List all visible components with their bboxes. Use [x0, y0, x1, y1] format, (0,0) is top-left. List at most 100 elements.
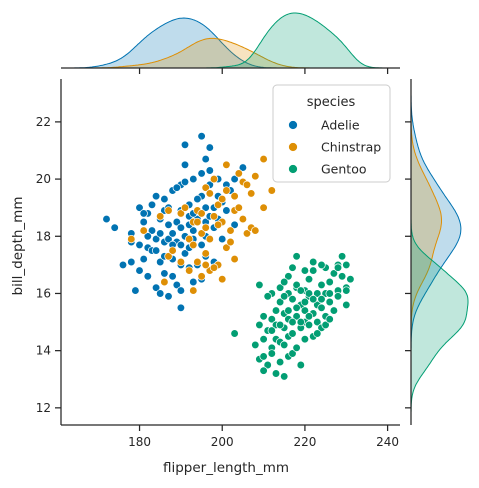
- point-gentoo: [313, 329, 322, 338]
- point-adelie: [197, 169, 206, 178]
- point-adelie: [139, 209, 148, 218]
- legend-marker-gentoo: [288, 164, 298, 174]
- point-gentoo: [292, 280, 301, 290]
- point-chinstrap: [247, 189, 256, 198]
- point-gentoo: [288, 295, 297, 304]
- point-chinstrap: [189, 286, 198, 295]
- point-gentoo: [300, 335, 310, 344]
- point-chinstrap: [226, 226, 235, 235]
- point-chinstrap: [201, 223, 210, 232]
- point-gentoo: [288, 317, 297, 327]
- point-adelie: [156, 229, 165, 238]
- legend-marker-chinstrap: [288, 142, 298, 152]
- point-chinstrap: [259, 203, 268, 212]
- point-adelie: [143, 232, 152, 241]
- point-chinstrap: [176, 209, 186, 218]
- point-adelie: [110, 223, 119, 232]
- point-chinstrap: [180, 203, 190, 212]
- legend-label-adelie: Adelie: [321, 118, 360, 133]
- point-chinstrap: [201, 183, 210, 192]
- point-chinstrap: [218, 194, 227, 204]
- point-adelie: [238, 163, 248, 172]
- x-tick-label: 220: [293, 435, 316, 449]
- point-chinstrap: [209, 174, 219, 184]
- point-adelie: [135, 266, 144, 275]
- point-adelie: [172, 217, 181, 227]
- point-chinstrap: [222, 243, 231, 252]
- point-gentoo: [271, 369, 281, 378]
- point-chinstrap: [168, 246, 177, 255]
- point-gentoo: [263, 360, 272, 370]
- point-gentoo: [267, 326, 276, 335]
- point-gentoo: [317, 260, 326, 270]
- point-gentoo: [292, 252, 301, 261]
- point-gentoo: [280, 292, 289, 301]
- point-gentoo: [342, 260, 351, 270]
- kde-right-gentoo: [410, 219, 469, 414]
- point-gentoo: [275, 283, 285, 292]
- point-adelie: [147, 200, 157, 209]
- point-gentoo: [267, 349, 276, 358]
- point-adelie: [164, 220, 173, 229]
- point-adelie: [176, 286, 186, 295]
- x-tick-label: 180: [128, 435, 151, 449]
- point-gentoo: [288, 349, 297, 358]
- point-gentoo: [333, 263, 343, 272]
- point-chinstrap: [189, 240, 198, 250]
- point-chinstrap: [201, 260, 210, 270]
- point-gentoo: [321, 320, 330, 330]
- point-chinstrap: [213, 200, 223, 209]
- point-chinstrap: [197, 272, 206, 281]
- point-adelie: [172, 183, 181, 192]
- y-tick-label: 18: [36, 229, 51, 243]
- point-adelie: [151, 283, 161, 292]
- point-gentoo: [284, 306, 293, 315]
- point-chinstrap: [209, 212, 219, 221]
- point-chinstrap: [209, 263, 219, 272]
- point-adelie: [164, 234, 173, 244]
- point-adelie: [127, 257, 136, 267]
- point-gentoo: [280, 277, 289, 287]
- point-chinstrap: [164, 252, 173, 261]
- point-gentoo: [275, 320, 285, 330]
- point-adelie: [102, 214, 111, 224]
- point-gentoo: [275, 297, 285, 307]
- point-gentoo: [317, 303, 326, 312]
- top-marginal-kde: [61, 12, 400, 74]
- point-chinstrap: [193, 257, 202, 267]
- kde-right-adelie: [410, 90, 462, 354]
- point-gentoo: [342, 300, 351, 310]
- point-adelie: [160, 194, 169, 204]
- point-gentoo: [313, 317, 322, 327]
- point-gentoo: [275, 357, 285, 367]
- point-adelie: [180, 140, 190, 149]
- point-adelie: [189, 174, 198, 184]
- point-gentoo: [325, 289, 334, 298]
- point-chinstrap: [251, 226, 260, 235]
- point-gentoo: [325, 297, 334, 307]
- point-adelie: [176, 240, 186, 250]
- point-chinstrap: [242, 229, 252, 238]
- point-chinstrap: [201, 249, 210, 258]
- point-gentoo: [342, 286, 351, 295]
- y-axis-title: bill_depth_mm: [10, 197, 26, 296]
- y-tick-label: 12: [36, 401, 51, 415]
- point-adelie: [176, 303, 186, 312]
- point-gentoo: [288, 263, 297, 272]
- point-adelie: [180, 249, 190, 258]
- point-chinstrap: [176, 257, 186, 267]
- point-adelie: [193, 194, 202, 204]
- point-adelie: [168, 229, 177, 238]
- point-gentoo: [309, 295, 318, 304]
- point-gentoo: [346, 275, 355, 284]
- point-chinstrap: [226, 237, 235, 247]
- point-gentoo: [230, 329, 239, 338]
- point-adelie: [135, 240, 144, 250]
- point-gentoo: [255, 320, 264, 330]
- point-adelie: [151, 234, 161, 244]
- point-adelie: [118, 260, 128, 270]
- point-adelie: [218, 234, 227, 244]
- point-gentoo: [284, 272, 293, 281]
- point-chinstrap: [259, 154, 268, 164]
